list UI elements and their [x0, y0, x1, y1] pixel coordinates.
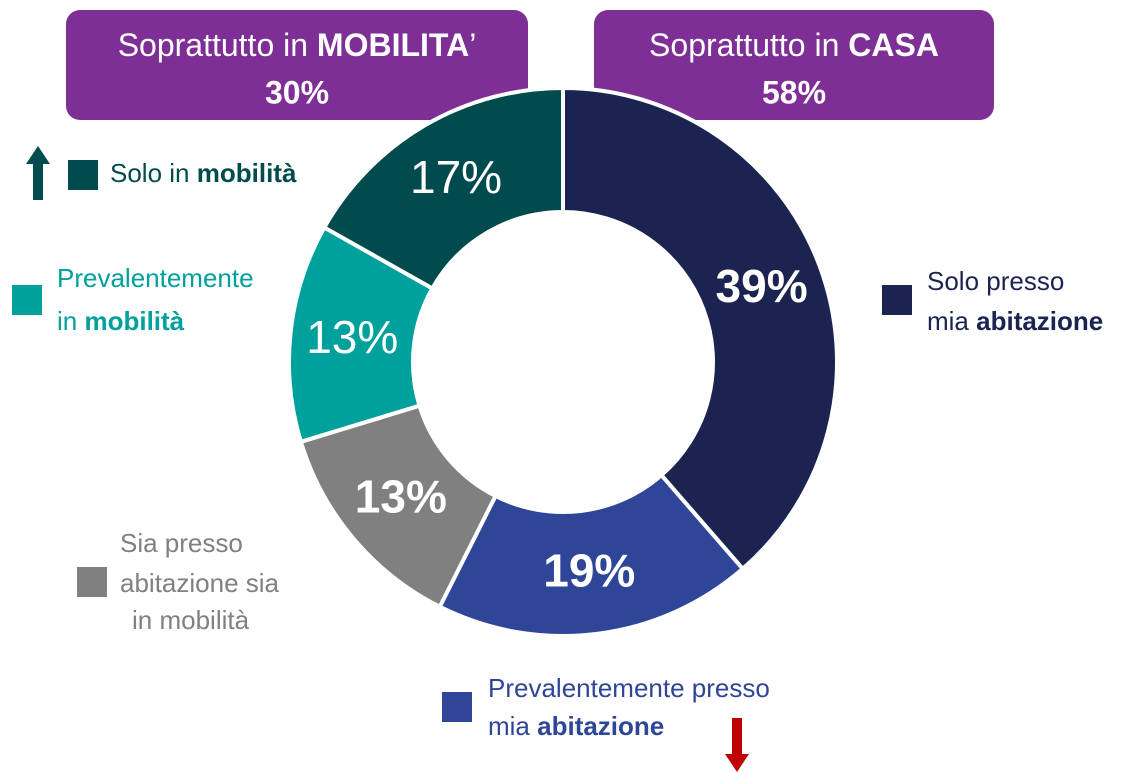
legend-run: Prevalentemente: [57, 263, 254, 293]
group-box: [594, 10, 994, 120]
legend-label: Prevalentemente presso: [488, 673, 770, 703]
donut-segment: [321, 85, 565, 292]
group-value: 58%: [762, 74, 826, 110]
legend-run: Prevalentemente presso: [488, 673, 770, 703]
data-label: 19%: [543, 545, 635, 597]
data-label: 13%: [306, 311, 398, 363]
legend-swatch: [882, 285, 912, 315]
group-run: CASA: [848, 27, 939, 63]
legend-run: Solo presso: [927, 266, 1064, 296]
legend-run: mia: [927, 306, 976, 336]
up-arrow: [26, 146, 50, 200]
data-label: 13%: [355, 471, 447, 523]
legend-label: Solo in mobilità: [110, 158, 297, 188]
legend-label: mia abitazione: [927, 306, 1103, 336]
legend-swatch: [68, 160, 98, 190]
legend-run: Sia presso: [120, 528, 243, 558]
donut-segment: [561, 85, 839, 572]
legend-run: abitazione: [976, 306, 1103, 336]
donut-segment: [287, 224, 436, 445]
down-arrow: [725, 718, 749, 772]
legend-label: abitazione sia: [120, 568, 280, 598]
donut-segment: [298, 403, 499, 610]
legend-label: Solo presso: [927, 266, 1064, 296]
legend-label: Prevalentemente: [57, 263, 254, 293]
group-run: ’: [469, 27, 476, 63]
group-run: Soprattutto in: [118, 27, 317, 63]
donut-segment: [437, 472, 746, 638]
legend-run: mobilità: [197, 158, 297, 188]
legend-run: mobilità: [84, 306, 184, 336]
group-value: 30%: [265, 74, 329, 110]
group-label: Soprattutto in MOBILITA’: [118, 27, 477, 63]
data-label: 39%: [716, 260, 808, 312]
legend-run: in: [57, 306, 84, 336]
group-box: [66, 10, 528, 120]
legend-run: mia: [488, 711, 537, 741]
legend-label: Sia presso: [120, 528, 243, 558]
legend-label: in mobilità: [57, 306, 185, 336]
legend-run: Solo in: [110, 158, 197, 188]
group-run: Soprattutto in: [649, 27, 848, 63]
group-run: MOBILITA: [317, 27, 469, 63]
legend-label: mia abitazione: [488, 711, 664, 741]
legend-run: abitazione: [537, 711, 664, 741]
legend-run: abitazione sia: [120, 568, 280, 598]
group-label: Soprattutto in CASA: [649, 27, 939, 63]
legend-run: in mobilità: [132, 605, 250, 635]
legend-swatch: [77, 567, 107, 597]
legend-swatch: [12, 285, 42, 315]
legend-swatch: [442, 692, 472, 722]
legend-label: in mobilità: [132, 605, 250, 635]
data-label: 17%: [410, 151, 502, 203]
